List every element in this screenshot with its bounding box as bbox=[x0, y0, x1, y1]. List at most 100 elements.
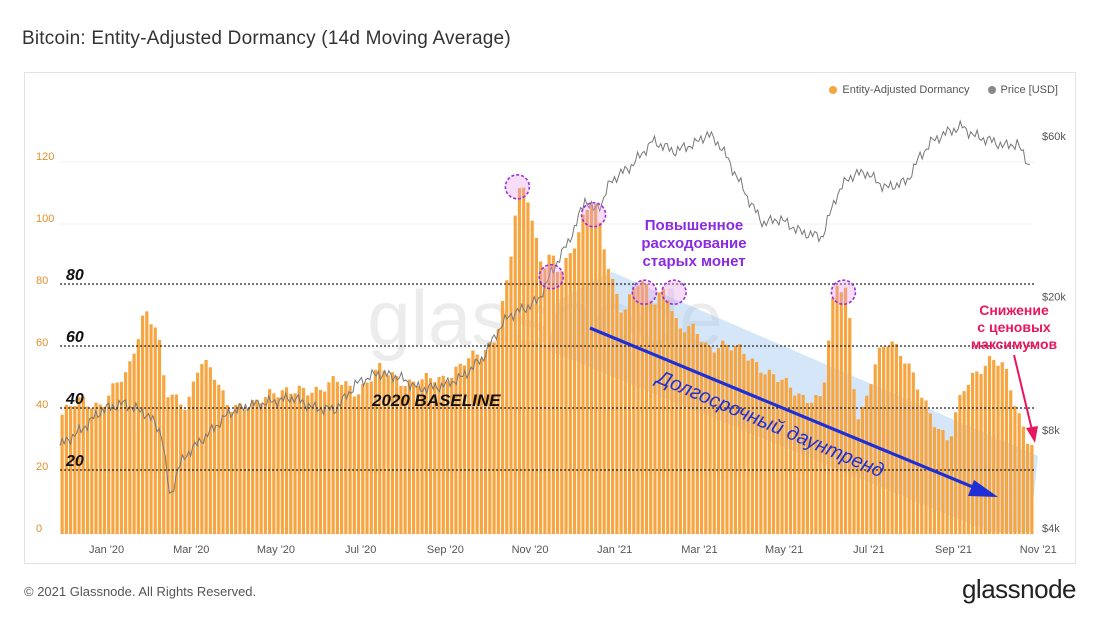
decline-note-line: Снижение bbox=[979, 302, 1049, 318]
dormancy-bar bbox=[276, 397, 280, 534]
dormancy-bar bbox=[674, 318, 678, 534]
dormancy-bar bbox=[162, 375, 166, 534]
dormancy-bar bbox=[611, 278, 615, 534]
peak-circle bbox=[504, 174, 531, 200]
dormancy-bar bbox=[793, 395, 797, 534]
dormancy-bar bbox=[691, 323, 695, 534]
dormancy-bar bbox=[640, 280, 644, 534]
dormancy-bar bbox=[483, 350, 488, 534]
dormancy-bar bbox=[1026, 443, 1030, 534]
dormancy-bar bbox=[602, 249, 606, 534]
dormancy-bar bbox=[759, 372, 763, 534]
dormancy-bar bbox=[810, 402, 814, 534]
x-axis-tick: Jan '21 bbox=[597, 544, 632, 556]
dormancy-bar bbox=[255, 399, 259, 534]
dormancy-bar bbox=[877, 347, 882, 534]
x-axis-tick: May '21 bbox=[765, 544, 803, 556]
dormancy-bar bbox=[149, 324, 153, 534]
dormancy-bar bbox=[94, 402, 98, 534]
dormancy-bar bbox=[843, 287, 848, 534]
dormancy-bar bbox=[975, 371, 979, 534]
dormancy-bar bbox=[814, 394, 818, 534]
dormancy-bar bbox=[301, 387, 306, 534]
dormancy-bar bbox=[458, 363, 462, 534]
dormancy-bar bbox=[683, 332, 687, 534]
dormancy-bar bbox=[73, 406, 77, 534]
legend-item-price[interactable]: Price [USD] bbox=[987, 84, 1058, 96]
dormancy-bar bbox=[661, 288, 666, 534]
dormancy-bar bbox=[81, 396, 85, 534]
dormancy-bar bbox=[382, 370, 386, 534]
dormancy-bar bbox=[462, 365, 467, 534]
dormancy-bar bbox=[907, 363, 911, 534]
dormancy-bar bbox=[229, 411, 234, 534]
dormancy-bar bbox=[979, 374, 983, 534]
dormancy-bar bbox=[733, 345, 738, 534]
dormancy-bar bbox=[124, 372, 128, 534]
dormancy-bar bbox=[390, 372, 395, 534]
dormancy-bar bbox=[860, 406, 865, 534]
dormancy-bar bbox=[107, 395, 111, 534]
left-axis-tick: 80 bbox=[36, 275, 48, 287]
dormancy-bar bbox=[1000, 362, 1004, 534]
chart-title: Bitcoin: Entity-Adjusted Dormancy (14d M… bbox=[22, 28, 511, 49]
dormancy-bar bbox=[212, 379, 217, 534]
legend-item-dormancy[interactable]: Entity-Adjusted Dormancy bbox=[829, 84, 970, 96]
dormancy-bar bbox=[246, 408, 251, 534]
dormancy-bar bbox=[526, 202, 530, 534]
dormancy-bar bbox=[217, 384, 221, 534]
x-axis-tick: Jul '20 bbox=[345, 544, 376, 556]
threshold-label: 60 bbox=[66, 329, 84, 346]
dormancy-bar bbox=[416, 385, 420, 534]
dormancy-bar bbox=[272, 393, 276, 534]
spending-note-line: Повышенное bbox=[645, 217, 743, 234]
dormancy-bar bbox=[738, 344, 742, 534]
dormancy-bar bbox=[983, 365, 987, 534]
dormancy-bar bbox=[136, 339, 140, 534]
dormancy-bar bbox=[145, 311, 149, 534]
dormancy-bar bbox=[369, 381, 373, 534]
dormancy-bar bbox=[509, 256, 513, 534]
dormancy-bar bbox=[746, 360, 750, 534]
peak-circle bbox=[580, 201, 607, 228]
dormancy-bar bbox=[970, 373, 975, 534]
dormancy-bar bbox=[962, 391, 966, 534]
dormancy-bar bbox=[119, 381, 124, 534]
dormancy-bar bbox=[915, 389, 920, 534]
dormancy-bar bbox=[335, 381, 339, 534]
dormancy-bar bbox=[420, 379, 424, 534]
legend-dot-price bbox=[987, 86, 996, 94]
dormancy-bar bbox=[297, 385, 301, 534]
glassnode-logo: glassnode bbox=[961, 574, 1077, 604]
dormancy-bar bbox=[1021, 426, 1026, 534]
dormancy-bar bbox=[797, 393, 801, 534]
dormancy-bar bbox=[903, 363, 907, 534]
dormancy-bar bbox=[183, 409, 187, 534]
dormancy-bar bbox=[670, 310, 674, 534]
dormancy-bar bbox=[479, 358, 483, 534]
dormancy-bar bbox=[987, 356, 992, 534]
dormancy-bar bbox=[653, 304, 657, 534]
dormancy-bar bbox=[721, 340, 725, 534]
dormancy-bar bbox=[699, 342, 704, 534]
peak-circle bbox=[631, 279, 658, 306]
dormancy-bar bbox=[678, 328, 682, 534]
peak-circle bbox=[538, 263, 565, 290]
dormancy-bar bbox=[306, 395, 310, 534]
legend-label-dormancy: Entity-Adjusted Dormancy bbox=[842, 84, 970, 96]
dormancy-bar bbox=[966, 384, 970, 534]
dormancy-bar bbox=[954, 412, 958, 534]
dormancy-bar bbox=[827, 340, 831, 534]
dormancy-bar bbox=[818, 396, 822, 534]
dormancy-bar bbox=[1013, 406, 1017, 534]
dormancy-bar bbox=[200, 364, 204, 534]
dormancy-bar bbox=[140, 315, 145, 534]
dormancy-bar bbox=[932, 427, 937, 534]
dormancy-bar bbox=[234, 404, 238, 534]
dormancy-bar bbox=[64, 404, 68, 534]
dormancy-bar bbox=[763, 374, 767, 534]
x-axis-tick: Mar '20 bbox=[173, 544, 209, 556]
left-axis-tick: 100 bbox=[36, 213, 54, 225]
dormancy-bar bbox=[890, 341, 894, 534]
dormancy-bar bbox=[873, 364, 877, 534]
